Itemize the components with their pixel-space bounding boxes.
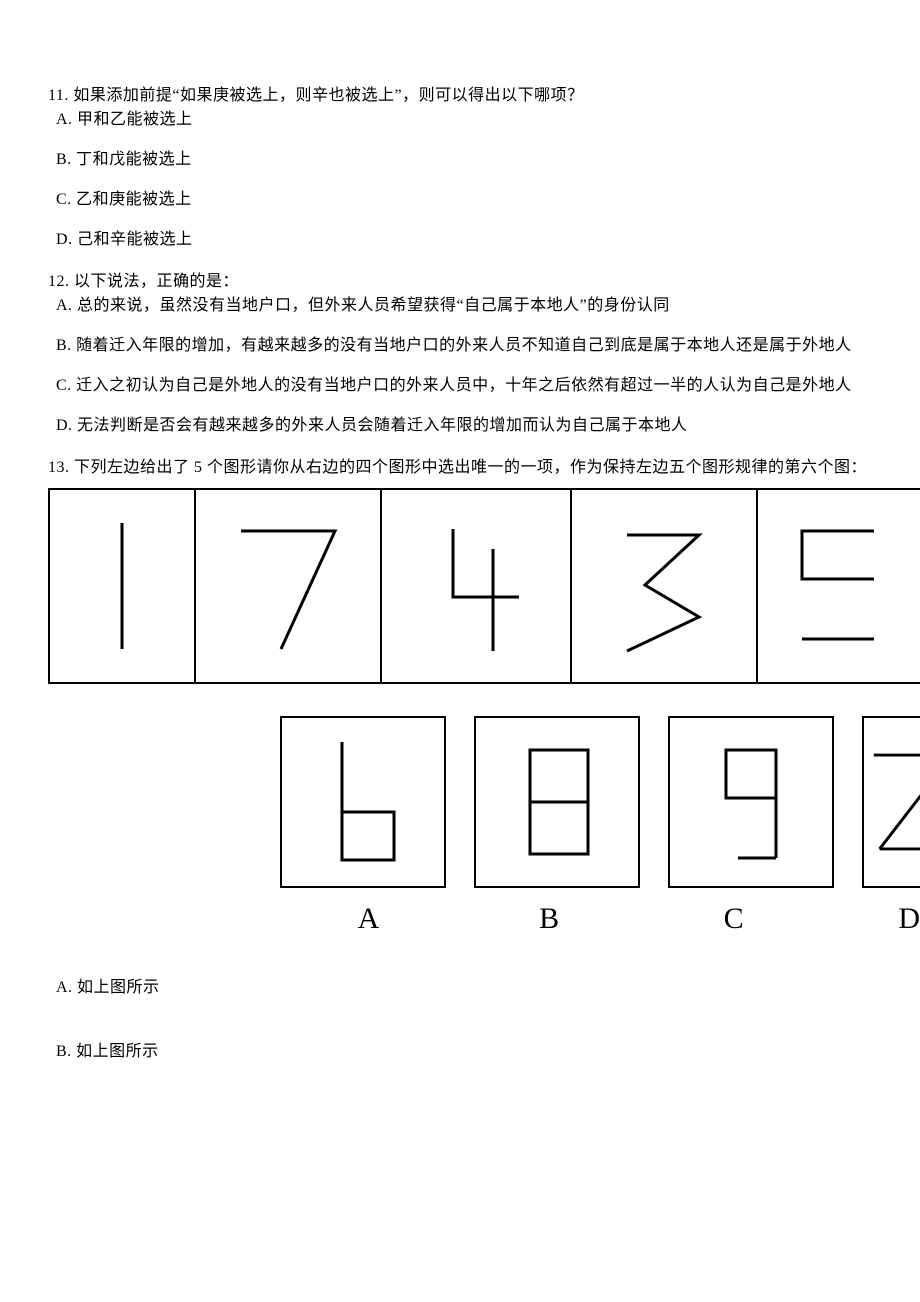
digit-9-icon [696,732,806,872]
digit-5-partial-icon [782,511,902,661]
q12-stem: 12. 以下说法，正确的是： [48,270,920,294]
digit-6-icon [308,732,418,872]
q13-choice-labels: A B C D [280,902,920,936]
q13-option-a: A. 如上图所示 [56,976,920,1000]
q13-seq-fig-5 [756,490,920,682]
q13-choice-c[interactable] [668,716,834,888]
label-c: C [641,902,825,936]
q13-option-b: B. 如上图所示 [56,1040,920,1064]
q11-stem: 11. 如果添加前提“如果庚被选上，则辛也被选上”，则可以得出以下哪项？ [48,84,920,108]
q13-seq-fig-3 [380,490,570,682]
label-b: B [457,902,641,936]
q13-seq-fig-1 [48,490,194,682]
digit-4-icon [411,511,541,661]
q13-seq-fig-2 [194,490,380,682]
q13-choice-b[interactable] [474,716,640,888]
q11-option-d: D. 己和辛能被选上 [56,228,920,252]
digit-2-partial-icon [864,732,920,872]
q12-option-c: C. 迁入之初认为自己是外地人的没有当地户口的外来人员中，十年之后依然有超过一半… [56,374,886,398]
q13-choices-row [280,716,920,890]
q11-option-b: B. 丁和戊能被选上 [56,148,920,172]
q12-option-b: B. 随着迁入年限的增加，有越来越多的没有当地户口的外来人员不知道自己到底是属于… [56,334,886,358]
q11-option-a: A. 甲和乙能被选上 [56,108,920,132]
digit-3-icon [599,511,729,661]
q13-choice-a[interactable] [280,716,446,888]
q13-stem: 13. 下列左边给出了 5 个图形请你从右边的四个图形中选出唯一的一项，作为保持… [48,456,880,480]
digit-8-icon [502,732,612,872]
digit-1-icon [72,511,172,661]
label-d: D [826,902,920,936]
q12-option-d: D. 无法判断是否会有越来越多的外来人员会随着迁入年限的增加而认为自己属于本地人 [56,414,886,438]
label-a: A [280,902,457,936]
q13-sequence-row [48,488,920,684]
q13-choice-d[interactable] [862,716,920,888]
q11-option-c: C. 乙和庚能被选上 [56,188,920,212]
q13-seq-fig-4 [570,490,756,682]
digit-7-icon [223,511,353,661]
q12-option-a: A. 总的来说，虽然没有当地户口，但外来人员希望获得“自己属于本地人”的身份认同 [56,294,886,318]
